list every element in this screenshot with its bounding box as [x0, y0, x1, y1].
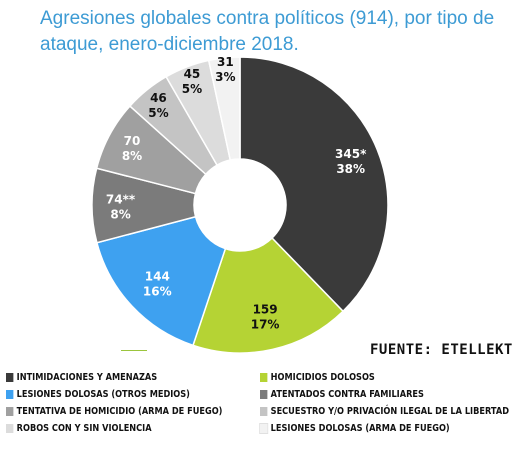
- legend-item: ROBOS CON Y SIN VIOLENCIA: [6, 423, 152, 434]
- legend-item: LESIONES DOLOSAS (OTROS MEDIOS): [6, 389, 190, 400]
- slice-percent-label: 17%: [251, 318, 280, 332]
- slice-value-label: 144: [145, 269, 170, 283]
- slice-value-label: 45: [184, 67, 201, 81]
- legend-item: HOMICIDIOS DOLOSOS: [260, 372, 375, 383]
- slice-value-label: 46: [150, 91, 167, 105]
- slice-percent-label: 8%: [110, 207, 130, 221]
- slice-percent-label: 5%: [182, 82, 202, 96]
- slice-percent-label: 5%: [148, 106, 168, 120]
- legend-label: TENTATIVA DE HOMICIDIO (ARMA DE FUEGO): [16, 406, 223, 417]
- slice-value-label: 159: [253, 303, 278, 317]
- legend-item: INTIMIDACIONES Y AMENAZAS: [6, 372, 157, 383]
- legend-item: LESIONES DOLOSAS (ARMA DE FUEGO): [259, 423, 450, 434]
- legend-item: TENTATIVA DE HOMICIDIO (ARMA DE FUEGO): [6, 406, 222, 417]
- slice-percent-label: 16%: [143, 284, 172, 298]
- source-label: FUENTE: ETELLEKT: [370, 342, 513, 358]
- slice-percent-label: 8%: [122, 149, 142, 163]
- chart-legend: INTIMIDACIONES Y AMENAZAS HOMICIDIOS DOLO…: [6, 372, 514, 452]
- legend-swatch: [6, 407, 14, 416]
- slice-3: [95, 215, 227, 347]
- slice-value-label: 70: [124, 134, 141, 148]
- legend-swatch: [6, 373, 14, 382]
- legend-item: SECUESTRO Y/O PRIVACIÓN ILEGAL DE LA LIB…: [260, 406, 509, 417]
- slice-value-label: 31: [217, 55, 234, 69]
- legend-item: ATENTADOS CONTRA FAMILIARES: [260, 389, 424, 400]
- legend-label: LESIONES DOLOSAS (ARMA DE FUEGO): [270, 423, 450, 434]
- legend-swatch: [260, 390, 268, 399]
- slice-percent-label: 38%: [336, 162, 365, 176]
- legend-label: ATENTADOS CONTRA FAMILIARES: [270, 389, 424, 400]
- slice-2: [192, 236, 345, 354]
- slice-percent-label: 3%: [215, 70, 235, 84]
- legend-swatch: [259, 423, 269, 434]
- legend-swatch: [6, 390, 14, 399]
- slice-value-label: 74**: [106, 192, 136, 206]
- legend-swatch: [260, 407, 268, 416]
- legend-label: INTIMIDACIONES Y AMENAZAS: [16, 372, 158, 383]
- legend-swatch: [260, 373, 268, 382]
- legend-label: LESIONES DOLOSAS (OTROS MEDIOS): [16, 389, 190, 400]
- decorative-underline: [121, 350, 147, 351]
- legend-label: HOMICIDIOS DOLOSOS: [270, 372, 375, 383]
- donut-chart: 345*38%15917%14416%74**8%708%465%455%313…: [91, 55, 389, 354]
- slice-value-label: 345*: [335, 147, 367, 161]
- slice-1: [239, 56, 389, 313]
- legend-label: SECUESTRO Y/O PRIVACIÓN ILEGAL DE LA LIB…: [270, 406, 510, 417]
- chart-title: Agresiones globales contra políticos (91…: [40, 8, 495, 55]
- slice-8: [207, 56, 241, 161]
- legend-swatch: [6, 424, 14, 433]
- legend-label: ROBOS CON Y SIN VIOLENCIA: [16, 423, 152, 434]
